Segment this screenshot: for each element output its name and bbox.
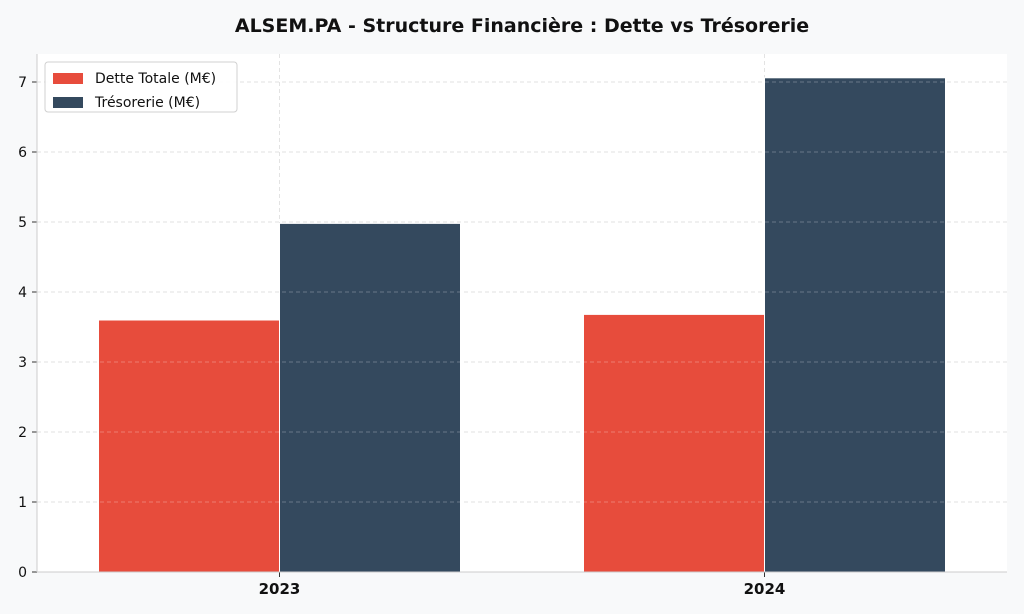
bar-dette-2024 [583, 313, 765, 573]
legend: Dette Totale (M€) Trésorerie (M€) [44, 61, 238, 113]
y-tick-label: 3 [18, 355, 27, 371]
y-tick-label: 2 [18, 425, 27, 441]
bars [37, 77, 1007, 573]
bar-tresorerie-2024 [764, 77, 946, 573]
y-tick-label: 1 [18, 495, 27, 511]
bar-tresorerie-2023 [279, 222, 461, 573]
legend-swatch [53, 73, 83, 84]
y-tick-label: 6 [18, 145, 27, 161]
legend-swatch [53, 97, 83, 108]
y-tick-label: 0 [18, 565, 27, 581]
x-tick-label: 2024 [744, 580, 786, 598]
legend-box [44, 61, 238, 113]
chart-title: ALSEM.PA - Structure Financière : Dette … [235, 15, 809, 37]
y-tick-label: 7 [18, 75, 27, 91]
y-tick-label: 5 [18, 215, 27, 231]
bar-dette-2023 [98, 319, 280, 573]
legend-label: Trésorerie (M€) [94, 95, 200, 111]
axes: 0 1 2 3 4 5 6 7 2023 2024 [18, 54, 1007, 598]
y-tick-label: 4 [18, 285, 27, 301]
legend-label: Dette Totale (M€) [95, 71, 216, 87]
x-tick-label: 2023 [259, 580, 301, 598]
